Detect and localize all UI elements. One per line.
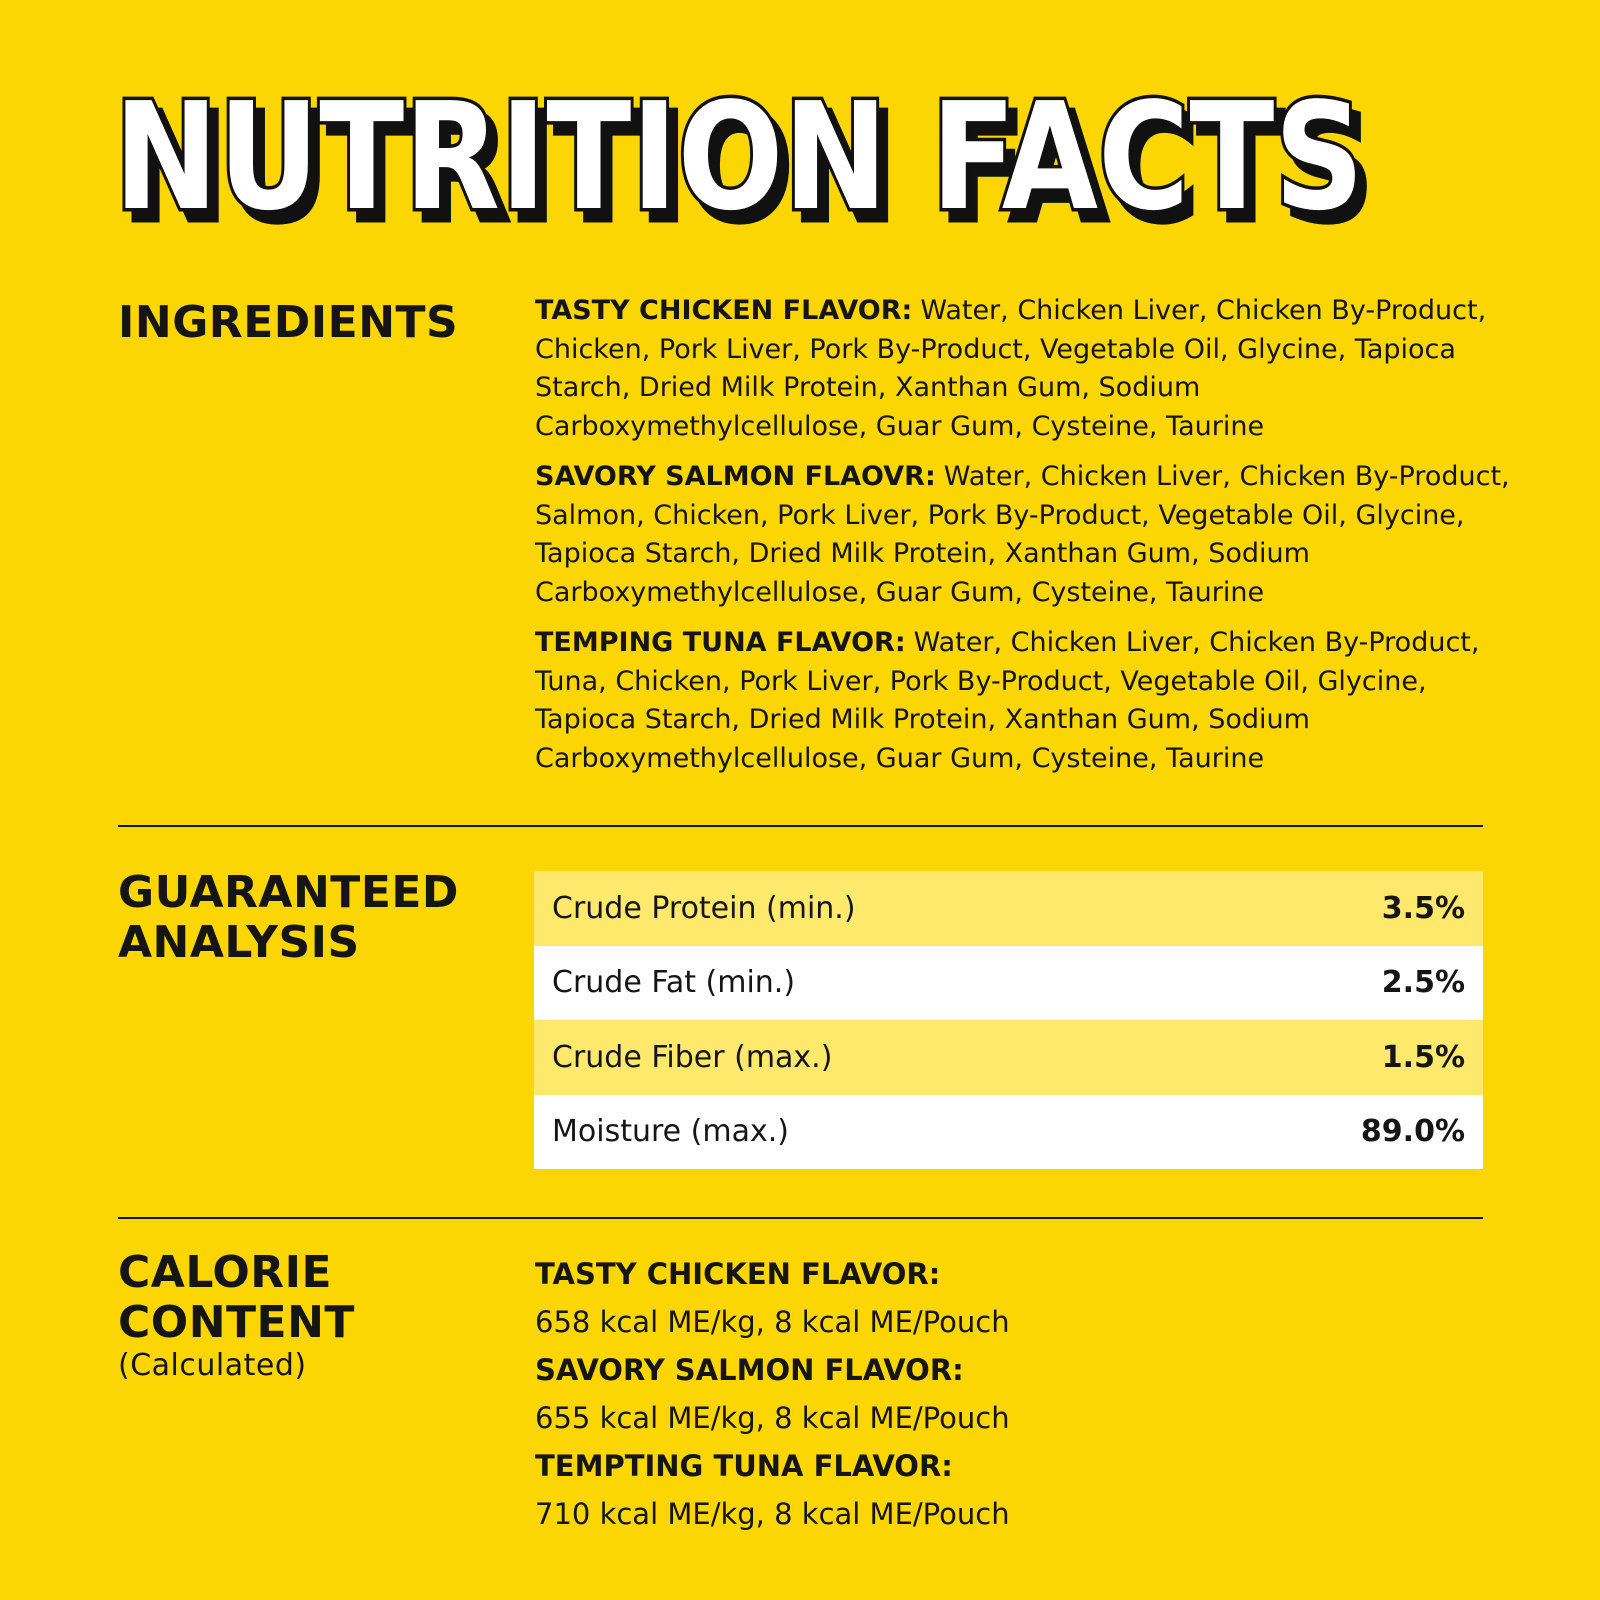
ingredients-list: TASTY CHICKEN FLAVOR: Water, Chicken Live…	[535, 292, 1520, 790]
section-heading: INGREDIENTS	[118, 297, 459, 348]
flavor-label: SAVORY SALMON FLAVOR:	[535, 1353, 964, 1387]
table-row: Crude Fat (min.) 2.5%	[534, 945, 1483, 1020]
nutrient-value: 3.5%	[1381, 890, 1465, 926]
table-row: Crude Fiber (max.) 1.5%	[534, 1020, 1483, 1095]
section-heading: CALORIE CONTENT (Calculated)	[118, 1248, 355, 1384]
heading-line: CONTENT	[118, 1297, 355, 1348]
calorie-text: 655 kcal ME/kg, 8 kcal ME/Pouch	[535, 1401, 1010, 1435]
nutrient-value: 89.0%	[1360, 1114, 1465, 1150]
nutrient: Crude Protein (min.)	[552, 890, 856, 926]
nutrient: Crude Fat (min.)	[552, 965, 796, 1001]
analysis-table: Crude Protein (min.) 3.5% Crude Fat (min.…	[534, 871, 1483, 1169]
ingredient-text: Water, Chicken Liver, Chicken By-Product…	[535, 461, 1510, 608]
flavor-label: TEMPING TUNA FLAVOR:	[535, 627, 906, 658]
calorie-entry: TEMPTING TUNA FLAVOR: 710 kcal ME/kg, 8 k…	[535, 1442, 1010, 1538]
nutrient: Moisture (max.)	[552, 1114, 789, 1150]
ingredient-entry: TEMPING TUNA FLAVOR: Water, Chicken Liver…	[535, 624, 1520, 778]
calorie-list: TASTY CHICKEN FLAVOR: 658 kcal ME/kg, 8 k…	[535, 1250, 1010, 1538]
flavor-label: TASTY CHICKEN FLAVOR:	[535, 295, 913, 326]
calorie-text: 710 kcal ME/kg, 8 kcal ME/Pouch	[535, 1497, 1010, 1531]
ingredient-text: Water, Chicken Liver, Chicken By-Product…	[535, 295, 1487, 442]
nutrient-value: 2.5%	[1381, 965, 1465, 1001]
divider	[118, 1217, 1483, 1219]
heading-line: CALORIE	[118, 1247, 333, 1298]
calorie-text: 658 kcal ME/kg, 8 kcal ME/Pouch	[535, 1305, 1010, 1339]
nutrient: Crude Fiber (max.)	[552, 1039, 833, 1075]
heading-line: ANALYSIS	[118, 917, 360, 968]
flavor-label: TEMPTING TUNA FLAVOR:	[535, 1449, 953, 1483]
section-heading: GUARANTEED ANALYSIS	[118, 868, 459, 968]
table-row: Moisture (max.) 89.0%	[534, 1094, 1483, 1169]
ingredient-entry: TASTY CHICKEN FLAVOR: Water, Chicken Live…	[535, 292, 1520, 446]
divider	[118, 825, 1483, 827]
section-subheading: (Calculated)	[118, 1348, 307, 1383]
title-banner: NUTRITION FACTS	[111, 68, 1368, 247]
page-title: NUTRITION FACTS	[114, 71, 1364, 243]
ingredient-entry: SAVORY SALMON FLAOVR: Water, Chicken Live…	[535, 458, 1520, 612]
ingredient-text: Water, Chicken Liver, Chicken By-Product…	[535, 627, 1480, 774]
nutrient-value: 1.5%	[1381, 1039, 1465, 1075]
flavor-label: TASTY CHICKEN FLAVOR:	[535, 1257, 941, 1291]
calorie-entry: SAVORY SALMON FLAVOR: 655 kcal ME/kg, 8 k…	[535, 1346, 1010, 1442]
heading-line: GUARANTEED	[118, 867, 459, 918]
table-row: Crude Protein (min.) 3.5%	[534, 871, 1483, 946]
flavor-label: SAVORY SALMON FLAOVR:	[535, 461, 936, 492]
calorie-entry: TASTY CHICKEN FLAVOR: 658 kcal ME/kg, 8 k…	[535, 1250, 1010, 1346]
